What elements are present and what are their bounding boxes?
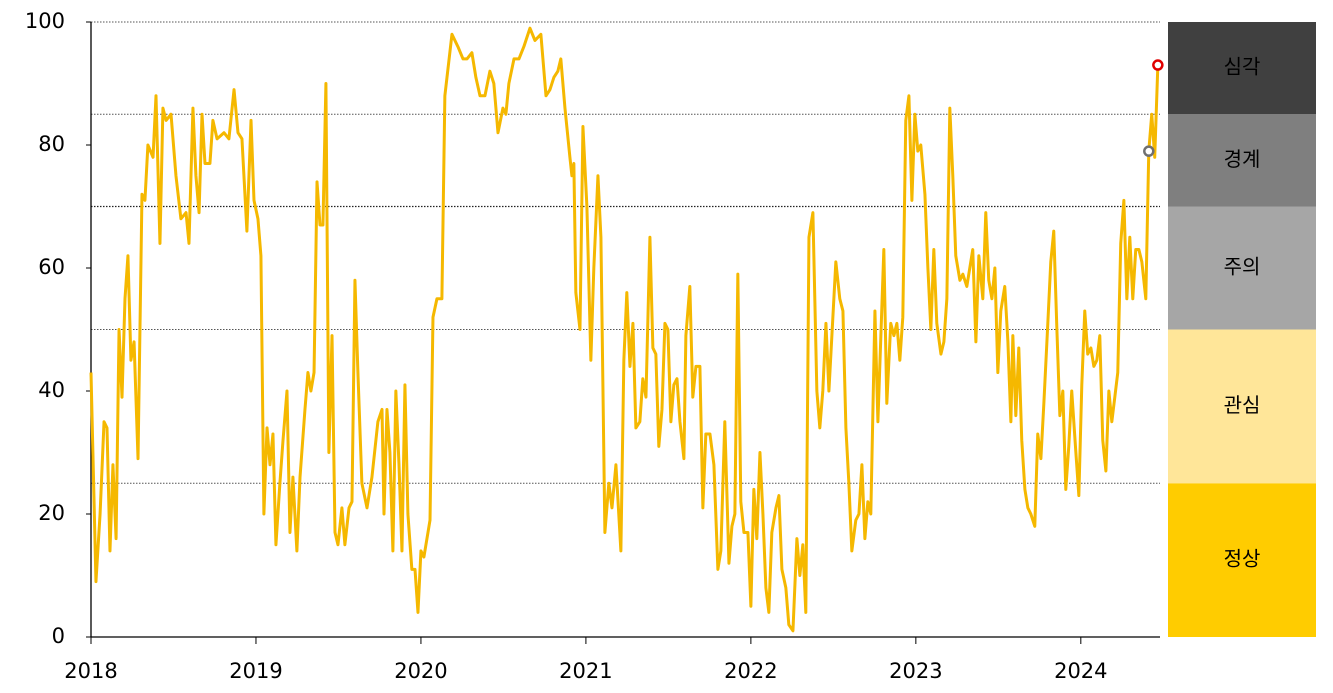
- x-tick-label: 2022: [724, 659, 777, 683]
- band: [1168, 22, 1316, 115]
- band: [1168, 329, 1316, 484]
- band-label: 주의: [1224, 255, 1261, 279]
- band-label: 심각: [1224, 55, 1261, 79]
- x-tick-label: 2018: [64, 659, 117, 683]
- line: [89, 26, 1160, 633]
- x-tick-label: 2023: [889, 659, 942, 683]
- band: [1168, 114, 1316, 207]
- y-tick-label: 0: [52, 624, 65, 648]
- band-label: 정상: [1224, 547, 1261, 571]
- y-tick-label: 80: [38, 132, 65, 156]
- band: [1168, 483, 1316, 637]
- marker: [1152, 59, 1164, 71]
- band-label: 경계: [1224, 147, 1261, 171]
- x-tick-label: 2024: [1054, 659, 1107, 683]
- x-tick-label: 2021: [559, 659, 612, 683]
- marker: [1143, 145, 1155, 157]
- y-tick-label: 20: [38, 501, 65, 525]
- x-tick-label: 2020: [394, 659, 447, 683]
- band-label: 관심: [1224, 393, 1261, 417]
- y-tick-label: 100: [25, 9, 65, 33]
- y-tick-label: 40: [38, 378, 65, 402]
- x-tick-label: 2019: [229, 659, 282, 683]
- band: [1168, 206, 1316, 330]
- y-tick-label: 60: [38, 255, 65, 279]
